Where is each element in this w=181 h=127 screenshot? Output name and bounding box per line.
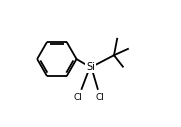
Text: Si: Si [86,62,95,72]
Text: Cl: Cl [96,93,104,102]
Text: Cl: Cl [74,93,83,102]
